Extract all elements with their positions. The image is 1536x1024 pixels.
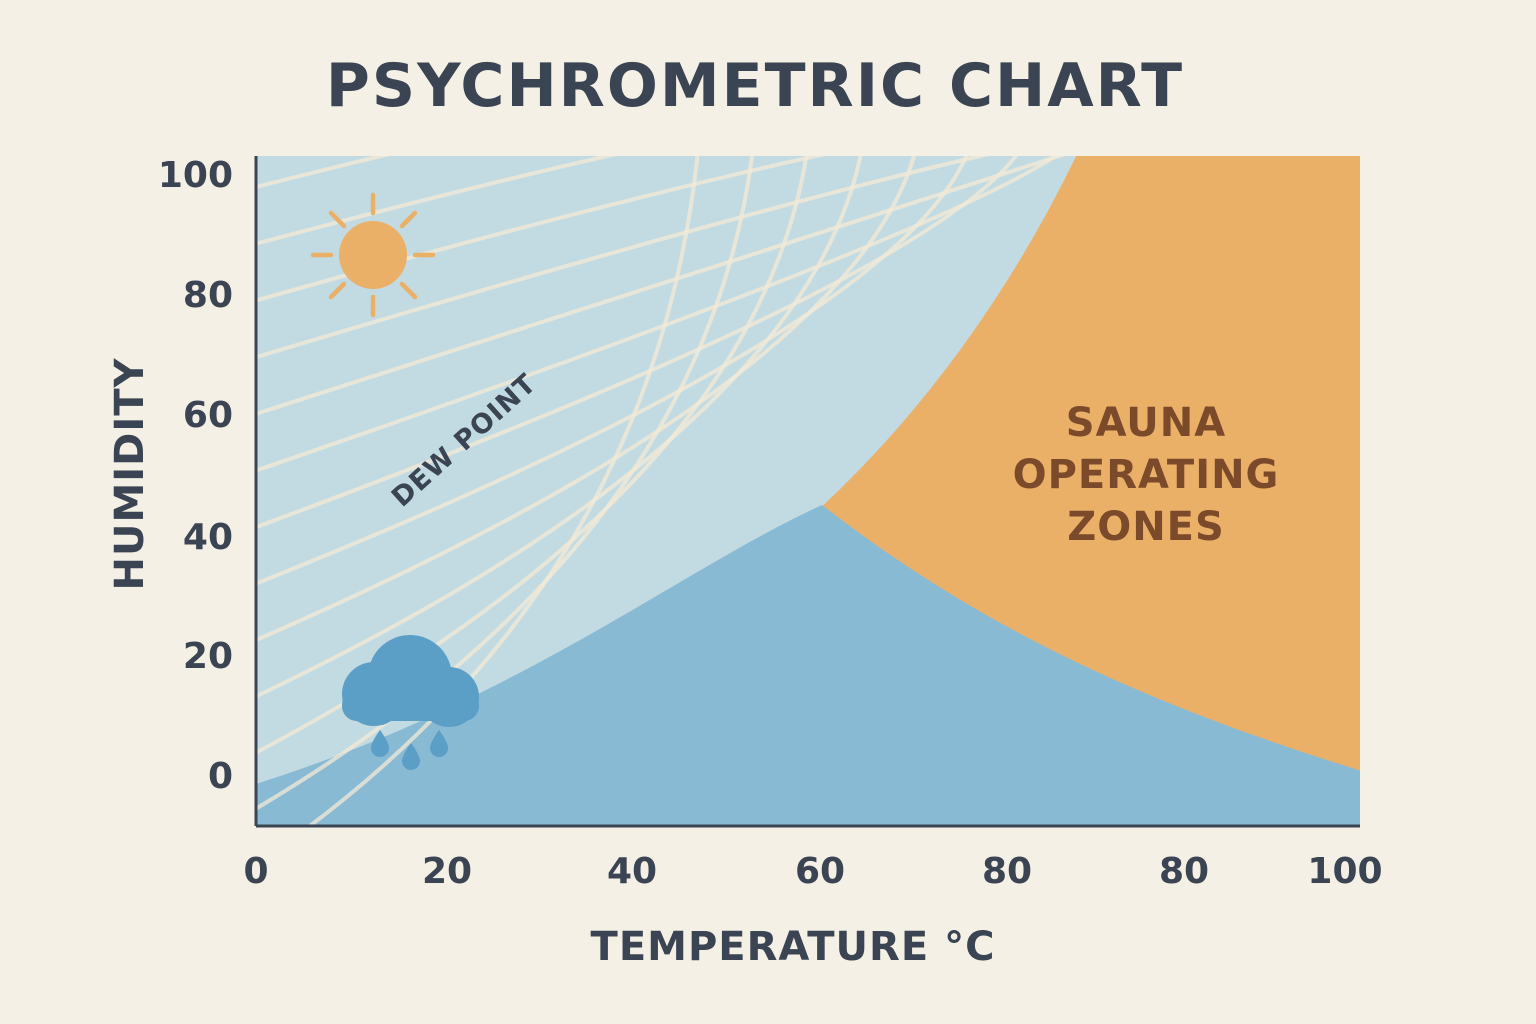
y-tick-label: 0 (208, 756, 233, 797)
x-tick-labels: 0 20 40 60 80 80 100 (243, 851, 1382, 892)
x-tick-label: 0 (243, 851, 268, 892)
x-tick-label: 60 (795, 851, 845, 892)
humidity-curve (256, 156, 990, 360)
x-tick-label: 80 (982, 851, 1032, 892)
zone-label-line: SAUNA (1066, 400, 1226, 446)
sauna-boundary-line (821, 156, 1077, 506)
humidity-curve (256, 156, 1067, 416)
humidity-curve (256, 156, 1019, 530)
y-tick-label: 80 (183, 275, 233, 316)
x-axis-label: TEMPERATURE °C (591, 924, 996, 970)
x-tick-label: 40 (607, 851, 657, 892)
y-tick-label: 100 (158, 155, 233, 196)
zone-label-line: OPERATING (1013, 452, 1280, 498)
humidity-curve (256, 156, 969, 586)
humidity-curve (256, 156, 826, 303)
y-axis-label: HUMIDITY (107, 357, 153, 590)
humidity-curve (256, 156, 1060, 473)
x-tick-label: 20 (422, 851, 472, 892)
zone-label-line: ZONES (1067, 504, 1225, 550)
chart-title: PSYCHROMETRIC CHART (326, 51, 1184, 121)
rain-cloud-icon (342, 635, 479, 770)
humidity-curve (256, 156, 863, 699)
sun-icon (310, 192, 436, 318)
humidity-curve (256, 156, 617, 246)
sauna-zone-region (822, 156, 1360, 771)
y-tick-label: 20 (183, 636, 233, 677)
humidity-curve (256, 156, 916, 643)
y-tick-label: 60 (183, 395, 233, 436)
humidity-curves (256, 156, 1067, 826)
x-tick-label: 80 (1159, 851, 1209, 892)
y-tick-labels: 100 80 60 40 20 0 (158, 155, 233, 797)
y-tick-label: 40 (183, 517, 233, 558)
humidity-curve (306, 156, 700, 826)
x-tick-label: 100 (1307, 851, 1382, 892)
sauna-zone-label: SAUNA OPERATING ZONES (1013, 400, 1280, 550)
